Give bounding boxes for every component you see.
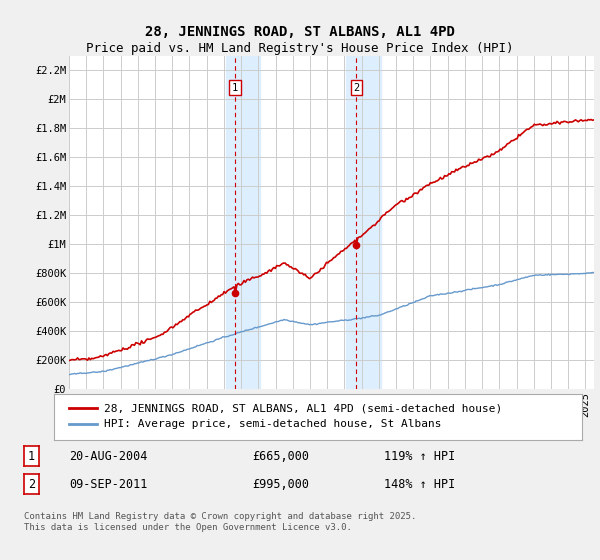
Legend: 28, JENNINGS ROAD, ST ALBANS, AL1 4PD (semi-detached house), HPI: Average price,: 28, JENNINGS ROAD, ST ALBANS, AL1 4PD (s… — [65, 399, 506, 434]
Text: 148% ↑ HPI: 148% ↑ HPI — [384, 478, 455, 491]
Text: £995,000: £995,000 — [252, 478, 309, 491]
Text: 28, JENNINGS ROAD, ST ALBANS, AL1 4PD: 28, JENNINGS ROAD, ST ALBANS, AL1 4PD — [145, 25, 455, 39]
Text: £665,000: £665,000 — [252, 450, 309, 463]
Bar — [346, 56, 380, 389]
Text: 09-SEP-2011: 09-SEP-2011 — [69, 478, 148, 491]
Bar — [226, 56, 260, 389]
Text: 119% ↑ HPI: 119% ↑ HPI — [384, 450, 455, 463]
Text: Contains HM Land Registry data © Crown copyright and database right 2025.
This d: Contains HM Land Registry data © Crown c… — [24, 512, 416, 532]
Text: 20-AUG-2004: 20-AUG-2004 — [69, 450, 148, 463]
Text: 1: 1 — [28, 450, 35, 463]
Text: 2: 2 — [28, 478, 35, 491]
Text: 1: 1 — [232, 83, 238, 92]
Text: 2: 2 — [353, 83, 359, 92]
Text: Price paid vs. HM Land Registry's House Price Index (HPI): Price paid vs. HM Land Registry's House … — [86, 42, 514, 55]
